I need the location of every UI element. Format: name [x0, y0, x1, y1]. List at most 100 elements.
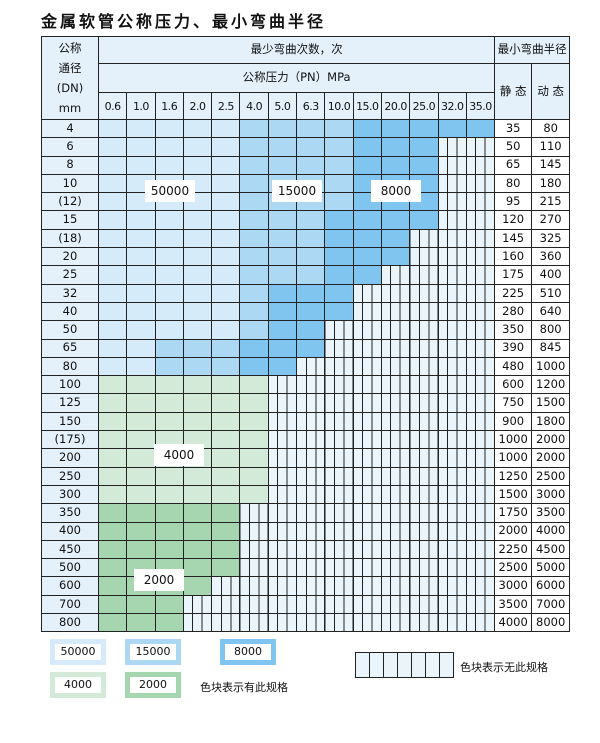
spec-cell-50000	[154, 118, 184, 139]
no-spec-cell	[409, 320, 439, 340]
no-spec-cell	[409, 301, 439, 322]
no-spec-cell	[437, 265, 467, 285]
spec-cell-15000	[154, 356, 184, 377]
table-row: 6 50 110	[41, 137, 571, 157]
no-spec-cell	[437, 448, 467, 468]
spec-cell-50000	[126, 155, 156, 175]
spec-cell-2000	[97, 503, 128, 523]
no-spec-cell	[437, 484, 467, 505]
dynamic-radius-cell: 400	[531, 265, 571, 285]
spec-cell-15000	[267, 247, 298, 267]
no-spec-cell	[324, 503, 354, 523]
no-spec-cell	[182, 613, 213, 633]
spec-cell-50000	[182, 301, 213, 322]
spec-cell-50000	[97, 210, 128, 230]
dynamic-radius-cell: 1800	[531, 411, 571, 432]
no-spec-cell	[465, 173, 496, 194]
no-spec-cell	[437, 503, 467, 523]
dn-label-line: (DN)	[56, 81, 84, 95]
no-spec-cell	[437, 393, 467, 413]
static-radius-cell: 1000	[494, 430, 533, 450]
no-spec-cell	[239, 613, 269, 633]
static-radius-cell: 35	[494, 118, 533, 139]
spec-cell-4000	[97, 448, 128, 468]
no-spec-cell	[465, 356, 496, 377]
spec-cell-50000	[211, 192, 241, 212]
dn-cell: 6	[41, 137, 99, 157]
no-spec-cell	[380, 503, 411, 523]
spec-cell-50000	[154, 265, 184, 285]
spec-cell-50000	[182, 283, 213, 303]
no-spec-cell	[267, 539, 298, 560]
dynamic-radius-cell: 1200	[531, 375, 571, 395]
no-spec-cell	[409, 466, 439, 486]
no-spec-cell	[352, 613, 382, 633]
no-spec-cell	[352, 411, 382, 432]
no-spec-cell	[296, 576, 326, 596]
pressure-col-header: 0.6	[97, 92, 128, 120]
no-spec-cell	[352, 594, 382, 615]
spec-cell-8000	[239, 356, 269, 377]
no-spec-cell	[211, 613, 241, 633]
dn-cell: 300	[41, 484, 99, 505]
spec-cell-50000	[182, 247, 213, 267]
spec-cell-15000	[239, 283, 269, 303]
spec-cell-2000	[97, 558, 128, 578]
spec-cell-8000	[352, 210, 382, 230]
spec-cell-4000	[211, 375, 241, 395]
no-spec-cell	[267, 466, 298, 486]
no-spec-cell	[380, 375, 411, 395]
dn-label-line: 通径	[58, 60, 82, 75]
pressure-col-header: 2.5	[211, 92, 241, 120]
no-spec-cell	[324, 430, 354, 450]
legend-no-spec: 色块表示无此规格	[460, 661, 548, 674]
no-spec-cell	[352, 301, 382, 322]
table-row: 125 750 1500	[41, 393, 571, 413]
no-spec-cell	[465, 192, 496, 212]
dn-cell: 50	[41, 320, 99, 340]
spec-cell-8000	[465, 118, 496, 139]
spec-cell-15000	[154, 338, 184, 358]
no-spec-cell	[267, 430, 298, 450]
no-spec-cell	[409, 393, 439, 413]
no-spec-cell	[380, 539, 411, 560]
spec-cell-4000	[154, 411, 184, 432]
spec-cell-15000	[182, 338, 213, 358]
static-radius-cell: 95	[494, 192, 533, 212]
spec-cell-4000	[239, 466, 269, 486]
no-spec-cell	[352, 484, 382, 505]
spec-cell-50000	[211, 247, 241, 267]
spec-cell-50000	[154, 283, 184, 303]
no-spec-cell	[380, 558, 411, 578]
spec-cell-50000	[211, 283, 241, 303]
no-spec-cell	[465, 265, 496, 285]
spec-cell-8000	[352, 118, 382, 139]
no-spec-cell	[352, 558, 382, 578]
table-row: 700 3500 7000	[41, 594, 571, 615]
no-spec-cell	[352, 338, 382, 358]
no-spec-cell	[437, 356, 467, 377]
table-row: 100 600 1200	[41, 375, 571, 395]
spec-cell-2000	[126, 594, 156, 615]
static-radius-cell: 3000	[494, 576, 533, 596]
no-spec-cell	[239, 576, 269, 596]
static-radius-cell: 1500	[494, 484, 533, 505]
no-spec-cell	[380, 448, 411, 468]
no-spec-cell	[465, 613, 496, 633]
spec-cell-2000	[97, 613, 128, 633]
spec-cell-2000	[182, 539, 213, 560]
spec-cell-50000	[182, 118, 213, 139]
no-spec-cell	[380, 613, 411, 633]
dynamic-radius-cell: 145	[531, 155, 571, 175]
static-radius-cell: 2000	[494, 521, 533, 541]
no-spec-cell	[465, 576, 496, 596]
spec-cell-8000	[409, 137, 439, 157]
no-spec-cell	[380, 301, 411, 322]
no-spec-cell	[296, 448, 326, 468]
spec-cell-4000	[211, 484, 241, 505]
static-radius-cell: 900	[494, 411, 533, 432]
dn-cell: 4	[41, 118, 99, 139]
static-radius-cell: 600	[494, 375, 533, 395]
spec-cell-4000	[97, 393, 128, 413]
dn-cell: 10	[41, 173, 99, 194]
